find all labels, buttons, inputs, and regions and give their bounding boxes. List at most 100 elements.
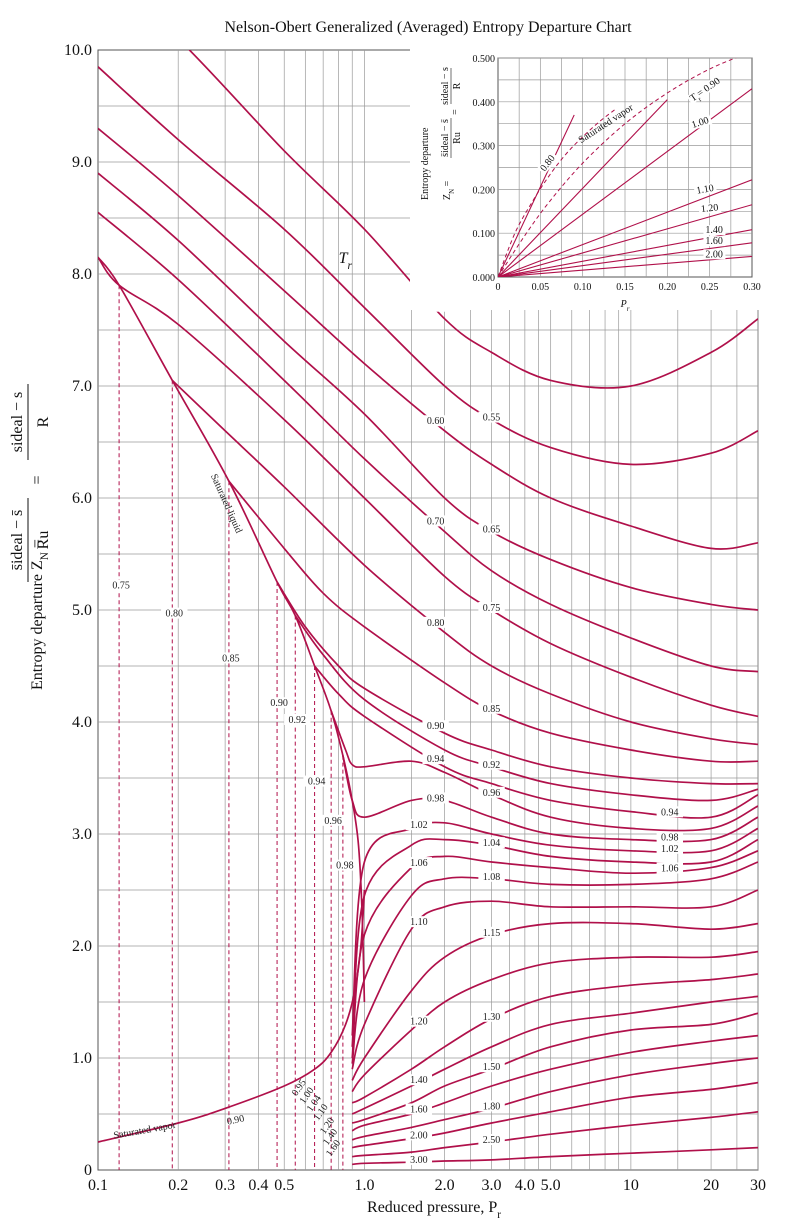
inset-line-2.00 (498, 255, 752, 277)
x-tick-label: 0.3 (215, 1177, 235, 1194)
curve-label-0.60: 0.60 (427, 416, 445, 427)
x-tick-label: 0.1 (88, 1177, 108, 1194)
saturation-label-0.92: 0.92 (289, 715, 307, 726)
inset-y-tick-label: 0.300 (473, 142, 496, 153)
curve-label-1.30-bg (478, 1010, 505, 1022)
inset-y-tick-label: 0.400 (473, 98, 496, 109)
curve-label-0.80-bg (422, 616, 449, 628)
curve-label-0.75-bg (478, 602, 505, 613)
inset-label-1.20: 1.20 (698, 202, 722, 215)
y-tick-label: 3.0 (72, 826, 92, 843)
inset-x-tick-label: 0.05 (532, 282, 550, 293)
saturation-label-0.92-bg (284, 714, 311, 725)
y-tick-label: 5.0 (72, 602, 92, 619)
inset-x-tick-label: 0.30 (743, 282, 761, 293)
curve-label-right-0.98: 0.98 (661, 833, 679, 844)
tr-curve-0.96 (330, 710, 758, 832)
curve-label-0.94: 0.94 (427, 754, 445, 765)
curve-label-1.04: 1.04 (483, 838, 501, 849)
inset-y-label-line2: ZN = (442, 180, 456, 200)
tr-curve-0.90 (276, 581, 758, 785)
tr-curve-0.60 (98, 127, 758, 550)
curve-label-0.90-bg (422, 720, 449, 732)
curve-label-0.98: 0.98 (427, 793, 445, 804)
tr-curve-1.10 (351, 889, 758, 1070)
x-tick-label: 3.0 (482, 1177, 502, 1194)
inset-label-bg (703, 225, 726, 236)
tr-curve-1.20 (351, 950, 758, 1093)
saturation-label-0.85: 0.85 (222, 653, 240, 664)
curve-label-1.30: 1.30 (483, 1012, 501, 1023)
inset-y-label-line1: Entropy departure (420, 127, 431, 200)
tr-curve-3.00 (352, 1146, 758, 1166)
inset-label-text: 1.00 (690, 115, 710, 131)
inset-fraction-molar: s̄ideal − s̄ Ru (440, 118, 463, 158)
curve-label-1.20-bg (405, 1015, 433, 1027)
saturation-label-0.80-bg (161, 607, 188, 619)
y-tick-label: 2.0 (72, 938, 92, 955)
inset-x-tick-label: 0.10 (574, 282, 592, 293)
dashed-saturation-lines (118, 285, 344, 1170)
curve-label-1.06-bg (405, 857, 433, 869)
curve-label-0.90: 0.90 (427, 721, 445, 732)
inset-saturated-vapor-inner (498, 108, 617, 277)
saturation-label-0.94-bg (303, 775, 330, 787)
inset-label-bg (698, 202, 722, 215)
curve-label-1.06: 1.06 (410, 858, 428, 869)
saturation-label-0.90: 0.90 (270, 698, 288, 709)
inset-label-text: 1.20 (700, 202, 719, 215)
inset-x-tick-label: 0 (496, 282, 501, 293)
curve-label-1.10-bg (405, 916, 433, 928)
curve-label-0.96: 0.96 (483, 788, 501, 799)
saturated-vapor-curve (98, 889, 366, 1143)
inset-label-2.00: 2.00 (703, 249, 726, 260)
inset-label-1.10: 1.10 (693, 182, 718, 197)
inset-x-tick-label: 0.15 (616, 282, 634, 293)
saturation-label-0.80: 0.80 (166, 609, 184, 620)
tr-curves (98, 50, 758, 1166)
curve-label-right-1.06: 1.06 (661, 863, 679, 874)
x-tick-label: 1.0 (354, 1177, 374, 1194)
curve-label-1.04-bg (478, 837, 505, 849)
x-tick-label: 10 (623, 1177, 639, 1194)
x-tick-label: 0.2 (168, 1177, 188, 1194)
vapor-branch-label-0.90: 0.90 (226, 1113, 245, 1127)
saturation-label-0.85-bg (217, 652, 245, 664)
inset-saturated-vapor-dashed (498, 58, 737, 277)
saturation-label-0.96: 0.96 (324, 816, 342, 827)
y-axis-fraction-mass: sideal − s R (9, 384, 52, 460)
inset-y-tick-label: 0.200 (473, 185, 496, 196)
inset-x-axis-label: Pr (620, 299, 630, 313)
curve-label-right-1.02: 1.02 (661, 844, 679, 855)
saturation-label-0.75-bg (107, 579, 135, 591)
saturation-label-0.98-bg (331, 859, 359, 871)
inset-label-bg (693, 182, 718, 197)
tr-curve-0.50 (188, 50, 758, 389)
inset-fraction-num: sideal − s (440, 67, 451, 105)
x-tick-label: 20 (703, 1177, 719, 1194)
curve-label-0.70: 0.70 (427, 516, 445, 527)
saturation-label-0.98: 0.98 (336, 861, 354, 872)
curve-label-0.85-bg (478, 702, 505, 714)
inset-label-bg (537, 151, 559, 175)
curve-label-0.75: 0.75 (483, 603, 501, 614)
curve-label-0.65: 0.65 (483, 525, 501, 536)
y-tick-label: 10.0 (64, 42, 92, 59)
curve-label-0.60-bg (422, 415, 449, 427)
curve-label-1.20: 1.20 (410, 1017, 428, 1028)
curve-label-3.00-bg (405, 1153, 433, 1165)
curve-label-1.50: 1.50 (483, 1062, 501, 1073)
tr-curve-0.55 (98, 66, 758, 466)
inset-label-text: 2.00 (705, 249, 723, 260)
curve-label-right-1.06-bg (656, 862, 684, 874)
inset-label-bg (686, 76, 721, 105)
y-axis-fraction-molar: s̄ideal − s̄ Ru (9, 498, 52, 582)
curve-label-0.92: 0.92 (483, 760, 501, 771)
curve-label-1.60-bg (405, 1103, 433, 1115)
curve-label-1.60: 1.60 (410, 1104, 428, 1115)
curve-label-1.02-bg (405, 819, 433, 831)
tr-curve-0.85 (228, 480, 758, 763)
inset-label-1.60: 1.60 (703, 236, 726, 247)
inset-fraction-den: Ru (452, 132, 463, 144)
